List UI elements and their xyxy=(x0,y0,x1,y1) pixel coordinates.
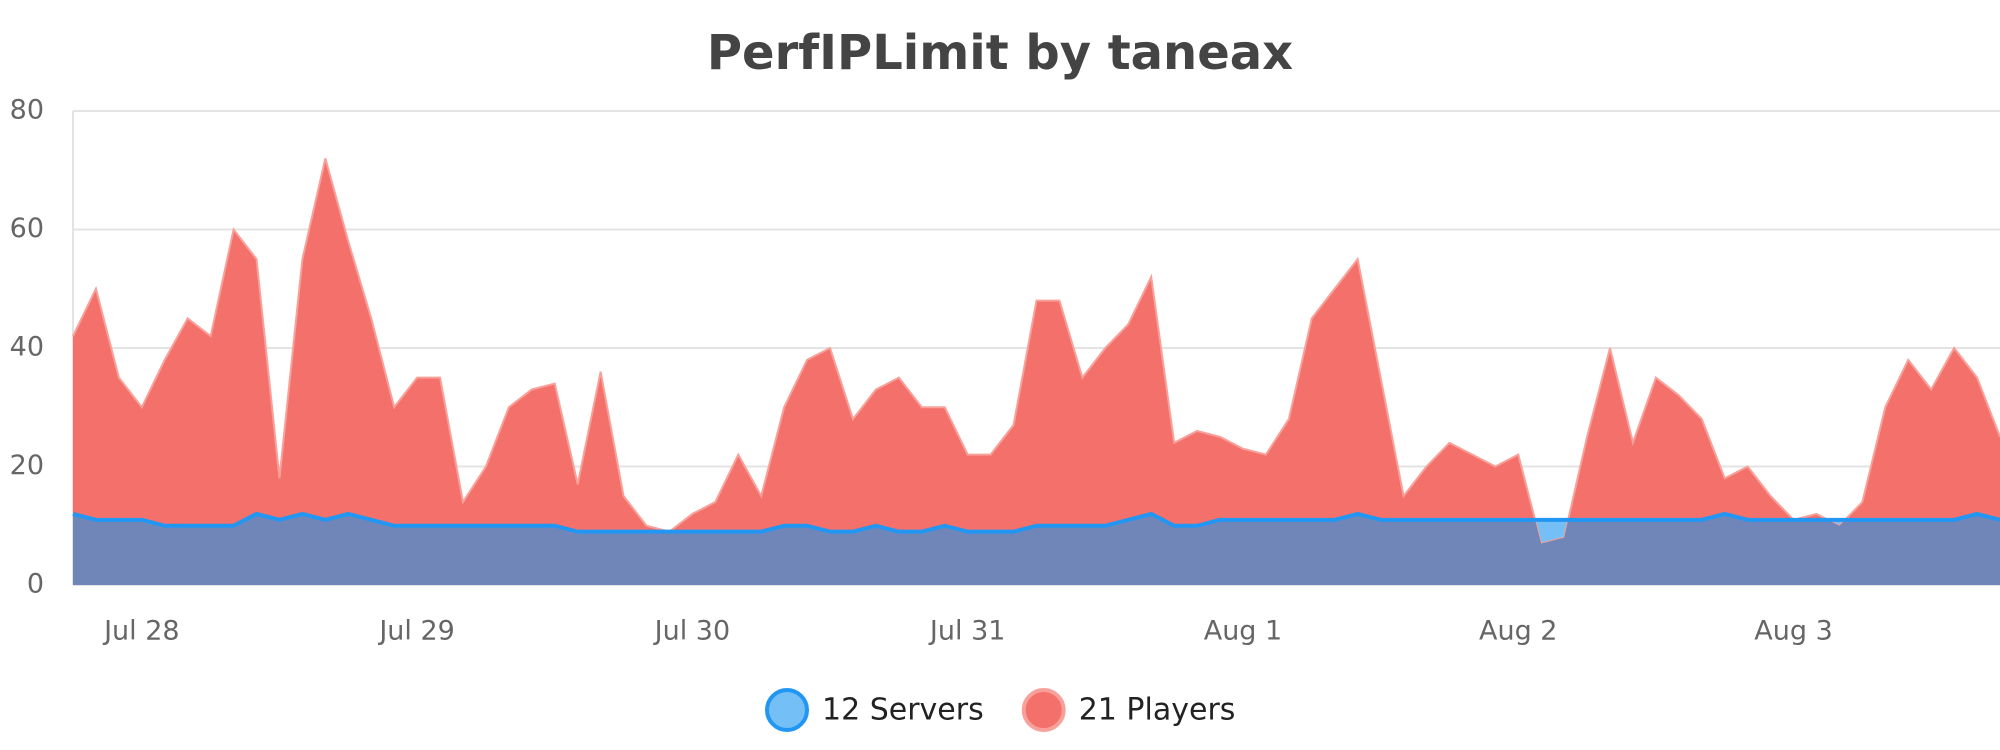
chart-title: PerfIPLimit by taneax xyxy=(707,25,1293,81)
players-line xyxy=(72,158,2000,545)
players-area xyxy=(73,158,2000,585)
legend-label: 21 Players xyxy=(1079,693,1236,728)
y-tick-label: 40 xyxy=(10,332,44,363)
servers-overlap xyxy=(73,513,2000,585)
servers-line xyxy=(72,511,2000,534)
legend-label: 12 Servers xyxy=(822,693,984,728)
x-tick-label: Jul 30 xyxy=(653,616,731,647)
x-tick-label: Aug 2 xyxy=(1479,616,1557,647)
y-tick-label: 80 xyxy=(10,95,44,126)
x-tick-label: Jul 28 xyxy=(102,616,180,647)
x-tick-label: Aug 3 xyxy=(1754,616,1832,647)
y-tick-label: 0 xyxy=(27,569,44,600)
y-tick-label: 20 xyxy=(10,450,44,481)
x-tick-label: Aug 1 xyxy=(1204,616,1282,647)
legend-marker xyxy=(1021,688,1066,732)
x-tick-label: Jul 29 xyxy=(377,616,455,647)
x-tick-label: Jul 31 xyxy=(928,616,1006,647)
y-tick-label: 60 xyxy=(10,213,44,244)
legend-marker xyxy=(765,688,809,732)
